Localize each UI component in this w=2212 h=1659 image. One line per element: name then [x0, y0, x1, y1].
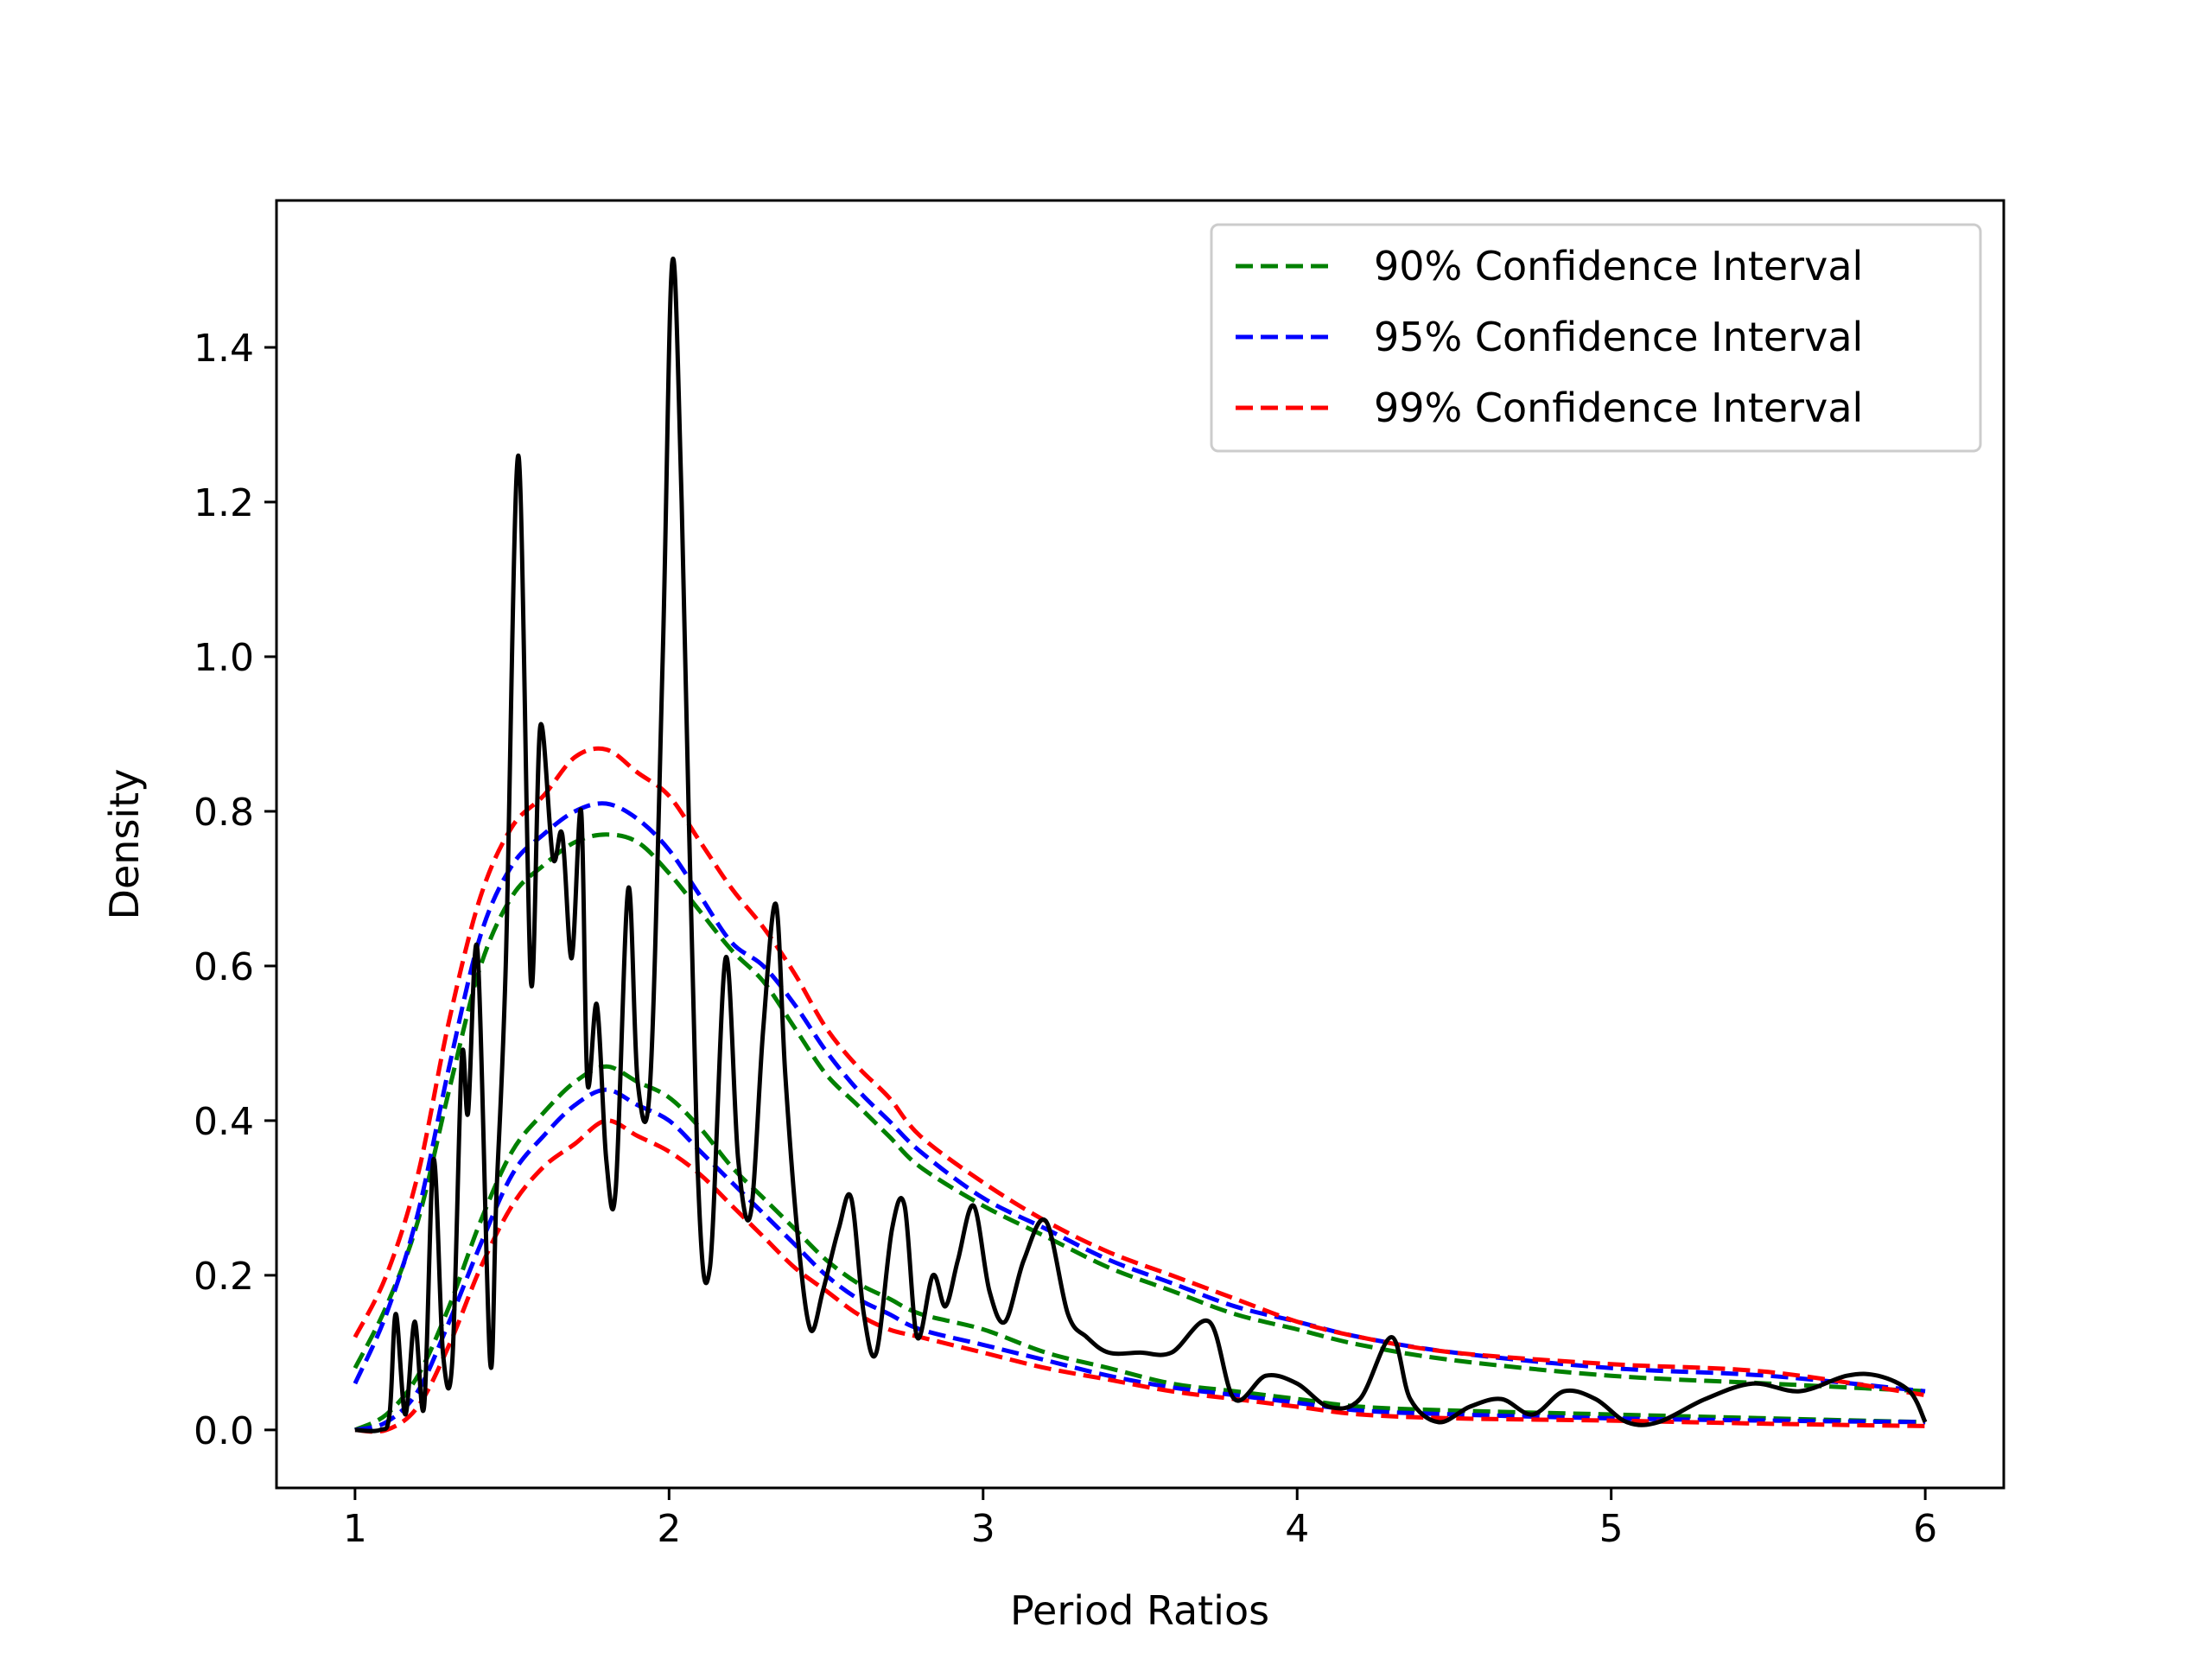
legend-label: 90% Confidence Interval: [1374, 243, 1863, 289]
legend-box: [1210, 223, 1982, 453]
y-tick-label: 1.2: [194, 481, 254, 525]
y-axis-ticks: 0.0 0.2 0.4 0.6 0.8 1.0 1.2 1.4: [194, 327, 276, 1453]
observed-density-line: [354, 256, 1928, 1433]
legend: 90% Confidence Interval 95% Confidence In…: [1210, 223, 1982, 453]
x-tick-label: 4: [1285, 1507, 1309, 1551]
x-axis-label: Period Ratios: [1010, 1587, 1269, 1634]
y-tick-label: 0.2: [194, 1255, 254, 1299]
plot-frame: [275, 199, 2005, 1490]
90-confidence-interval-upper-line: [353, 832, 1926, 1394]
y-tick-label: 0.0: [194, 1409, 254, 1453]
y-tick-label: 0.6: [194, 945, 254, 989]
95-confidence-interval-upper-line: [353, 801, 1926, 1394]
x-tick-label: 5: [1599, 1507, 1624, 1551]
x-axis-ticks: 1 2 3 4 5 6: [343, 1488, 1937, 1551]
99-confidence-interval-upper-line: [353, 746, 1926, 1398]
series-layer: [353, 256, 1928, 1434]
x-tick-label: 3: [971, 1507, 995, 1551]
legend-label: 99% Confidence Interval: [1374, 385, 1863, 431]
y-axis-label: Density: [101, 769, 148, 920]
x-tick-label: 2: [657, 1507, 681, 1551]
legend-label: 95% Confidence Interval: [1374, 314, 1863, 360]
y-tick-label: 1.0: [194, 636, 254, 680]
99-confidence-interval-lower-line: [354, 1118, 1926, 1434]
x-tick-label: 6: [1913, 1507, 1937, 1551]
y-tick-label: 0.4: [194, 1100, 254, 1144]
x-tick-label: 1: [343, 1507, 367, 1551]
y-tick-label: 0.8: [194, 791, 254, 835]
y-tick-label: 1.4: [194, 327, 254, 371]
90-confidence-interval-lower-line: [353, 1064, 1926, 1433]
95-confidence-interval-lower-line: [354, 1087, 1926, 1433]
